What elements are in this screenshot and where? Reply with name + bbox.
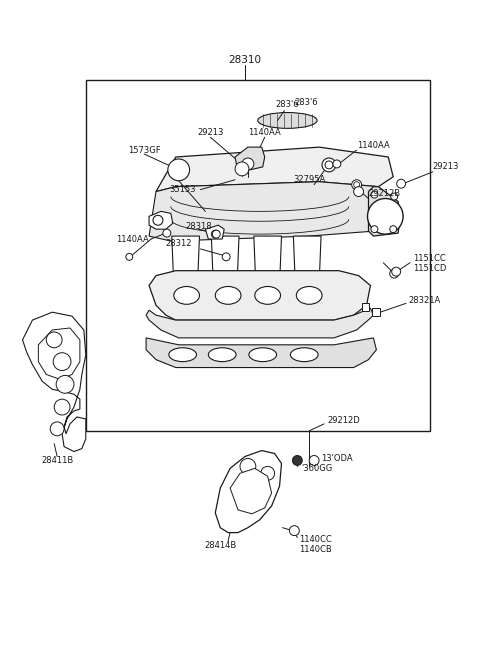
Text: 28321A: 28321A xyxy=(408,296,440,305)
Circle shape xyxy=(168,159,190,181)
Polygon shape xyxy=(146,338,376,367)
Polygon shape xyxy=(23,312,86,451)
Polygon shape xyxy=(235,147,264,170)
Ellipse shape xyxy=(216,286,241,304)
Circle shape xyxy=(392,267,401,276)
Circle shape xyxy=(211,230,219,238)
Polygon shape xyxy=(156,147,393,192)
Circle shape xyxy=(222,253,230,261)
Circle shape xyxy=(309,455,319,465)
Text: 1140CB: 1140CB xyxy=(300,545,332,554)
Circle shape xyxy=(322,158,336,172)
Polygon shape xyxy=(149,271,371,320)
Text: 283'6: 283'6 xyxy=(294,98,318,107)
Text: 1140AA: 1140AA xyxy=(116,235,149,244)
Text: 1140AA: 1140AA xyxy=(248,128,281,137)
Ellipse shape xyxy=(290,348,318,361)
Circle shape xyxy=(368,198,403,234)
Circle shape xyxy=(242,158,254,170)
Polygon shape xyxy=(146,308,373,338)
Text: 35153: 35153 xyxy=(169,185,195,194)
Circle shape xyxy=(126,254,133,260)
Bar xyxy=(372,308,380,316)
Text: 29212D: 29212D xyxy=(327,417,360,426)
Ellipse shape xyxy=(249,348,276,361)
Circle shape xyxy=(390,226,396,233)
Circle shape xyxy=(371,191,378,198)
Text: 13'ODA: 13'ODA xyxy=(321,454,353,463)
Circle shape xyxy=(235,162,249,176)
Text: 283'6: 283'6 xyxy=(276,100,299,109)
Circle shape xyxy=(354,182,360,188)
Polygon shape xyxy=(211,236,239,306)
Text: 28310: 28310 xyxy=(228,55,262,65)
Text: 29212B: 29212B xyxy=(369,189,401,198)
Circle shape xyxy=(53,353,71,371)
Circle shape xyxy=(163,229,171,237)
Circle shape xyxy=(333,160,341,168)
Circle shape xyxy=(212,230,220,238)
Text: 1573GF: 1573GF xyxy=(128,146,160,154)
Text: '360GG: '360GG xyxy=(301,464,333,473)
Circle shape xyxy=(256,487,268,499)
Circle shape xyxy=(54,399,70,415)
Polygon shape xyxy=(216,451,281,533)
Bar xyxy=(86,80,430,431)
Polygon shape xyxy=(205,225,224,239)
Circle shape xyxy=(153,215,163,225)
Text: 1151CD: 1151CD xyxy=(413,264,446,273)
Ellipse shape xyxy=(296,286,322,304)
Polygon shape xyxy=(149,212,173,229)
Polygon shape xyxy=(254,236,281,306)
Ellipse shape xyxy=(169,348,196,361)
Ellipse shape xyxy=(174,286,200,304)
Circle shape xyxy=(354,187,363,196)
Polygon shape xyxy=(293,236,321,306)
Circle shape xyxy=(50,422,64,436)
Circle shape xyxy=(391,193,397,200)
Text: 32795A: 32795A xyxy=(293,175,325,184)
Polygon shape xyxy=(369,187,400,236)
Circle shape xyxy=(371,226,378,233)
Text: 28312: 28312 xyxy=(166,240,192,248)
Ellipse shape xyxy=(258,112,317,128)
Ellipse shape xyxy=(255,286,280,304)
Ellipse shape xyxy=(208,348,236,361)
Circle shape xyxy=(247,501,257,511)
Text: 28414B: 28414B xyxy=(204,541,236,550)
Circle shape xyxy=(292,455,302,465)
Circle shape xyxy=(46,332,62,348)
Bar xyxy=(361,304,370,311)
Polygon shape xyxy=(172,236,200,306)
Polygon shape xyxy=(38,328,80,379)
Circle shape xyxy=(56,375,74,394)
Text: 28318: 28318 xyxy=(186,221,212,231)
Circle shape xyxy=(325,161,333,169)
Circle shape xyxy=(289,526,300,535)
Circle shape xyxy=(390,269,399,278)
Polygon shape xyxy=(149,182,378,241)
Text: 28411B: 28411B xyxy=(41,456,73,465)
Text: 1151CC: 1151CC xyxy=(413,254,446,263)
Text: 1140AA: 1140AA xyxy=(357,141,389,150)
Circle shape xyxy=(261,466,275,480)
Text: 1140CC: 1140CC xyxy=(300,535,332,544)
Circle shape xyxy=(240,459,256,474)
Circle shape xyxy=(352,180,361,190)
Polygon shape xyxy=(230,468,272,514)
Circle shape xyxy=(396,179,406,188)
Text: 29213: 29213 xyxy=(433,162,459,171)
Text: 29213: 29213 xyxy=(197,128,224,137)
